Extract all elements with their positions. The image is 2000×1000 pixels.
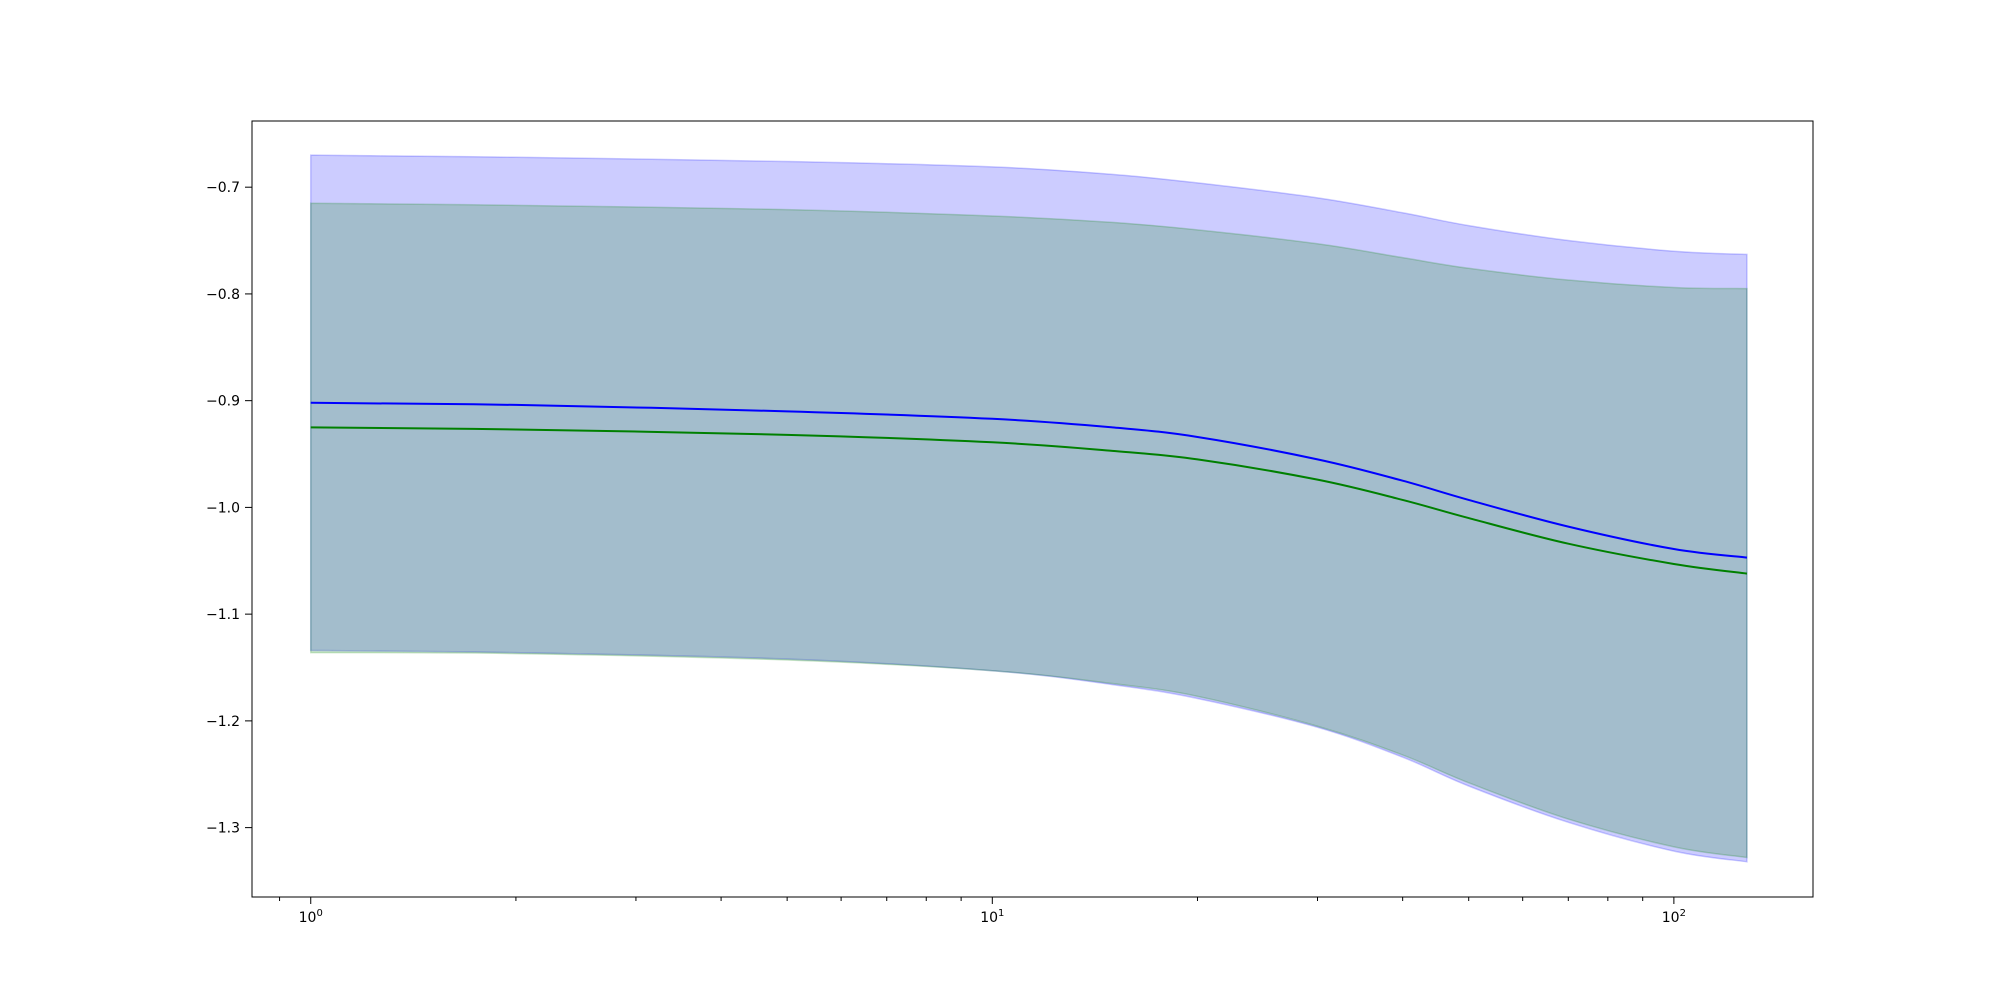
x-tick-label: 100 [299, 908, 323, 926]
y-tick-label: −1.2 [206, 714, 240, 730]
axes-frame [251, 120, 1814, 898]
band-series-2 [309, 202, 1748, 859]
y-tick-label: −0.9 [206, 394, 240, 410]
x-tick-label: 101 [980, 908, 1004, 926]
band-series-1 [309, 154, 1748, 863]
x-axis-ticks: 100 101 102 [279, 897, 1686, 926]
x-tick-label: 102 [1662, 908, 1686, 926]
y-tick-label: −1.1 [206, 607, 240, 623]
y-tick-label: −1.0 [206, 500, 240, 516]
y-tick-label: −0.7 [206, 180, 240, 196]
line-series-1 [310, 401, 1748, 559]
series-lines [310, 401, 1748, 575]
y-axis-ticks: −0.7 −0.8 −0.9 −1.0 −1.1 −1.2 −1.3 [206, 180, 252, 837]
confidence-bands [309, 154, 1748, 863]
line-series-2 [310, 426, 1748, 575]
y-tick-label: −0.8 [206, 287, 240, 303]
y-tick-label: −1.3 [206, 821, 240, 837]
